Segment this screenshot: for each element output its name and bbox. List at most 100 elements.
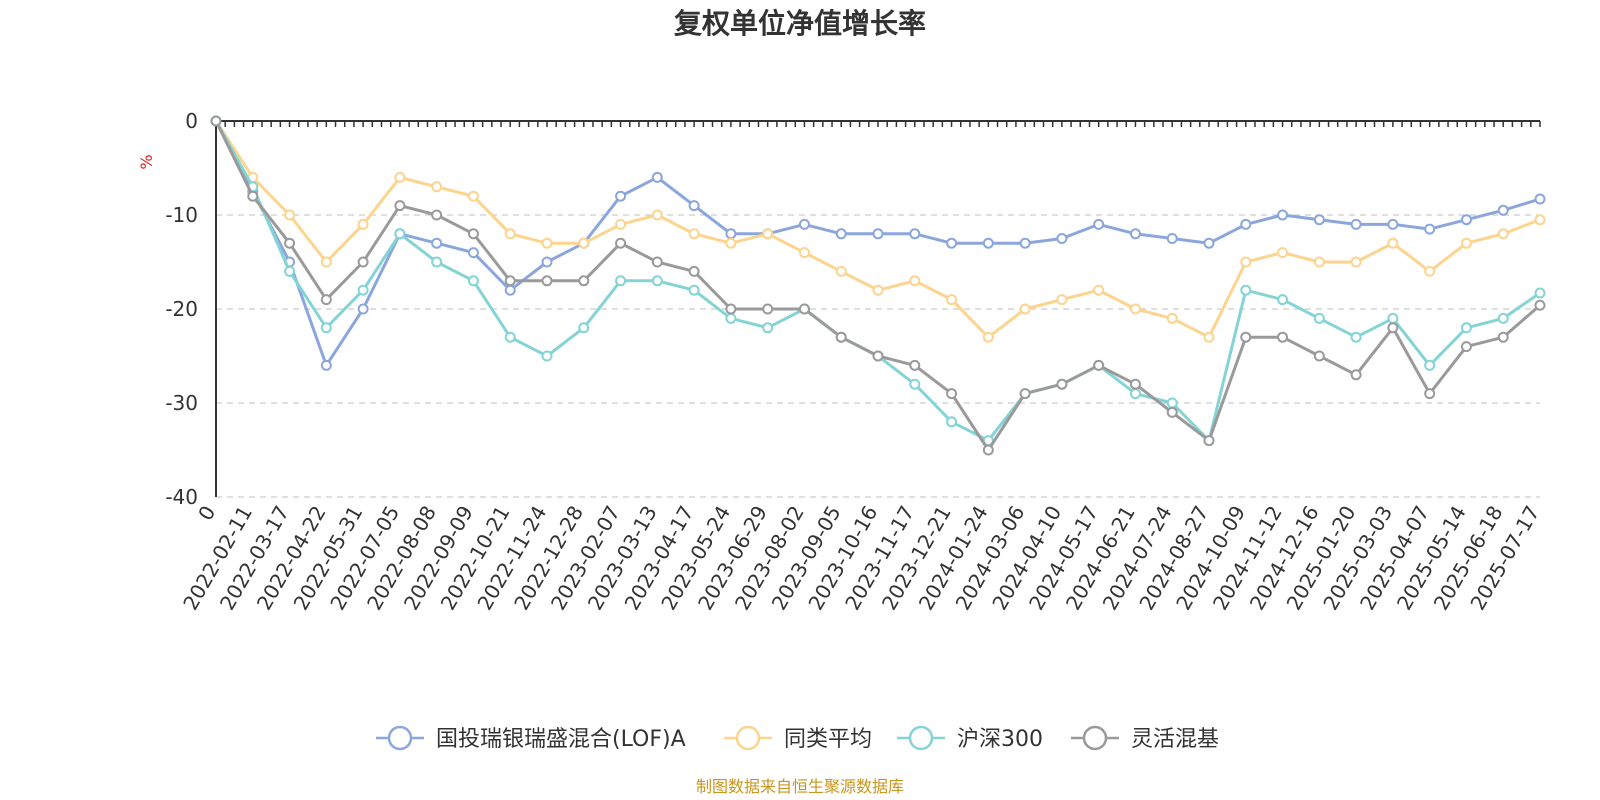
series-line-3 [214,120,1541,443]
legend-marker [735,725,761,751]
series-point [357,284,369,296]
series-point [1387,237,1399,249]
series-point [798,303,810,315]
series-point [1387,322,1399,334]
series-point [1277,294,1289,306]
series-point [247,190,259,202]
legend-label[interactable]: 同类平均 [784,727,872,752]
series-point [762,322,774,334]
series-point [1129,303,1141,315]
series-point [1203,237,1215,249]
series-point [872,284,884,296]
series-point [1424,265,1436,277]
series-point [1056,294,1068,306]
series-point [210,115,222,127]
series-point [835,228,847,240]
legend-marker [387,725,413,751]
series-point [394,171,406,183]
series-point [872,350,884,362]
source-note: 制图数据来自恒生聚源数据库 [696,777,904,796]
series-point [725,228,737,240]
series-point [504,331,516,343]
series-layer [210,115,1546,456]
series-point [1534,287,1546,299]
series-point [1497,331,1509,343]
series-point [1240,331,1252,343]
y-tick-label: -10 [165,203,198,227]
series-point [284,237,296,249]
series-point [1497,312,1509,324]
series-point [1497,228,1509,240]
series-point [1313,312,1325,324]
series-point [320,359,332,371]
series-point [1460,341,1472,353]
series-point [688,200,700,212]
series-point [1277,247,1289,259]
y-tick-label: -20 [165,297,198,321]
series-point [946,388,958,400]
series-point [431,209,443,221]
series-point [284,209,296,221]
chart-title: 复权单位净值增长率 [674,7,926,40]
series-point [615,218,627,230]
series-point [467,190,479,202]
series-point [467,275,479,287]
series-point [1350,369,1362,381]
legend-marker [1082,725,1108,751]
series-point [541,237,553,249]
series-point [1424,359,1436,371]
series-point [357,256,369,268]
y-axis-unit: % [137,154,156,169]
series-point [1277,209,1289,221]
series-point [982,331,994,343]
series-point [504,275,516,287]
series-point [1129,388,1141,400]
series-point [1093,359,1105,371]
series-point [835,331,847,343]
series-point [909,228,921,240]
series-point [1460,237,1472,249]
y-tick-label: 0 [185,109,198,133]
series-point [578,275,590,287]
series-point [1166,312,1178,324]
series-point [688,284,700,296]
series-point [946,237,958,249]
series-point [467,247,479,259]
series-point [725,303,737,315]
legend-label[interactable]: 灵活混基 [1131,727,1219,752]
series-point [651,209,663,221]
series-point [725,237,737,249]
series-point [872,228,884,240]
series-point [1387,218,1399,230]
series-point [982,237,994,249]
series-point [1129,378,1141,390]
series-point [467,228,479,240]
series-point [1019,303,1031,315]
series-point [1166,233,1178,244]
series-point [431,256,443,268]
series-point [835,265,847,277]
legend-marker [908,725,934,751]
series-point [946,416,958,428]
series-point [1424,223,1436,235]
series-point [762,303,774,315]
series-point [651,275,663,287]
series-point [431,181,443,193]
y-tick-label: -30 [165,391,198,415]
legend-label[interactable]: 国投瑞银瑞盛混合(LOF)A [436,727,686,752]
legend-label[interactable]: 沪深300 [957,727,1043,752]
series-point [1093,218,1105,230]
series-point [1534,299,1546,311]
series-point [688,265,700,277]
series-point [320,294,332,306]
series-point [1056,378,1068,390]
series-point [1350,331,1362,343]
series-point [909,378,921,390]
series-point [1240,218,1252,230]
series-point [762,228,774,240]
series-point [909,359,921,371]
series-point [1203,331,1215,343]
series-point [541,256,553,268]
series-point [431,237,443,249]
x-tick-label: 0 [193,502,220,525]
